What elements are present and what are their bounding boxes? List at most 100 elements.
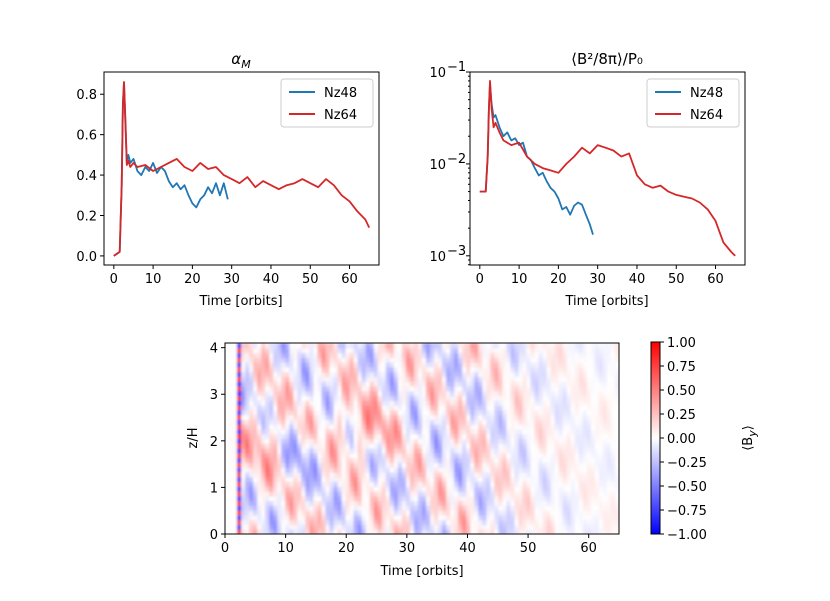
heatmap-cell (446, 457, 451, 463)
heatmap-cell (518, 500, 524, 506)
heatmap-cell (554, 371, 560, 378)
heatmap-cell (233, 376, 238, 382)
heatmap-cell (305, 424, 311, 430)
heatmap-cell (586, 495, 592, 502)
heatmap-cell (478, 390, 483, 397)
heatmap-cell (562, 471, 568, 478)
heatmap-cell (550, 438, 556, 444)
heatmap-cell (486, 505, 491, 511)
heatmap-cell (614, 524, 619, 530)
heatmap-cell (393, 495, 399, 502)
heatmap-cell (586, 414, 592, 421)
heatmap-cell (265, 352, 270, 358)
heatmap-cell (381, 486, 387, 492)
heatmap-cell (417, 448, 423, 454)
heatmap-cell (446, 443, 451, 449)
heatmap-cell (341, 443, 347, 449)
heatmap-cell (606, 462, 612, 468)
heatmap-cell (353, 433, 359, 440)
heatmap-cell (442, 419, 447, 425)
heatmap-cell (602, 400, 608, 406)
heatmap-cell (462, 433, 467, 440)
heatmap-cell (369, 395, 375, 401)
heatmap-cell (325, 529, 331, 534)
heatmap-cell (558, 400, 564, 406)
heatmap-cell (474, 385, 479, 392)
heatmap-cell (301, 514, 307, 521)
heatmap-cell (293, 529, 298, 534)
heatmap-cell (606, 409, 612, 416)
heatmap-cell (413, 452, 419, 459)
heatmap-cell (397, 357, 403, 363)
heatmap-cell (337, 352, 343, 358)
heatmap-cell (606, 443, 612, 449)
heatmap-cell (610, 366, 616, 373)
heatmap-cell (349, 371, 355, 378)
heatmap-cell (434, 428, 439, 435)
heatmap-cell (438, 376, 443, 382)
heatmap-cell (494, 529, 499, 534)
heatmap-cell (417, 400, 423, 406)
heatmap-cell (333, 405, 339, 411)
heatmap-cell (357, 491, 363, 497)
heatmap-cell (373, 443, 379, 449)
heatmap-cell (578, 462, 584, 468)
heatmap-cell (409, 505, 415, 511)
heatmap-cell (514, 362, 520, 368)
heatmap-cell (482, 481, 487, 487)
heatmap-cell (293, 486, 298, 492)
heatmap-cell (301, 390, 307, 397)
heatmap-cell (510, 385, 516, 392)
heatmap-cell (522, 400, 528, 406)
heatmap-cell (253, 462, 258, 468)
heatmap-cell (253, 409, 258, 416)
heatmap-cell (285, 500, 290, 506)
heatmap-cell (333, 428, 339, 435)
heatmap-cell (253, 395, 258, 401)
heatmap-cell (341, 385, 347, 392)
heatmap-cell (566, 524, 572, 530)
heatmap-cell (514, 424, 520, 430)
heatmap-cell (297, 343, 302, 349)
heatmap-cell (598, 385, 604, 392)
heatmap-cell (598, 452, 604, 459)
heatmap-cell (405, 481, 411, 487)
heatmap-cell (442, 409, 447, 416)
heatmap-cell (590, 471, 596, 478)
heatmap-cell (438, 352, 443, 358)
heatmap-cell (470, 438, 475, 444)
heatmap-cell (450, 390, 455, 397)
heatmap-cell (337, 366, 343, 373)
heatmap-cell (369, 486, 375, 492)
heatmap-cell (598, 347, 604, 354)
heatmap-cell (466, 491, 471, 497)
heatmap-cell (470, 471, 475, 478)
heatmap-cell (297, 452, 302, 459)
heatmap-cell (438, 414, 443, 421)
heatmap-cell (514, 352, 520, 358)
heatmap-cell (558, 385, 564, 392)
heatmap-cell (281, 366, 286, 373)
heatmap-cell (594, 352, 600, 358)
heatmap-cell (349, 357, 355, 363)
heatmap-cell (257, 510, 262, 516)
heatmap-cell (281, 419, 286, 425)
heatmap-cell (313, 400, 319, 406)
heatmap-cell (237, 476, 242, 483)
heatmap-cell (281, 381, 286, 387)
heatmap-cell (317, 514, 323, 521)
magnetic-energy-panel: ⟨B²/8π⟩/P₀ 0 10 20 30 40 50 60 10−310−210−1 Ti… (429, 50, 746, 309)
heatmap-cell (297, 371, 302, 378)
heatmap-cell (261, 443, 266, 449)
heatmap-cell (349, 419, 355, 425)
heatmap-cell (277, 529, 282, 534)
heatmap-cell (289, 519, 294, 526)
heatmap-cell (438, 357, 443, 363)
heatmap-cell (397, 400, 403, 406)
heatmap-cell (482, 400, 487, 406)
heatmap-cell (522, 443, 528, 449)
heatmap-cell (261, 452, 266, 459)
heatmap-cell (233, 500, 238, 506)
y-tick-exponent: −2 (447, 152, 466, 167)
heatmap-cell (305, 409, 311, 416)
